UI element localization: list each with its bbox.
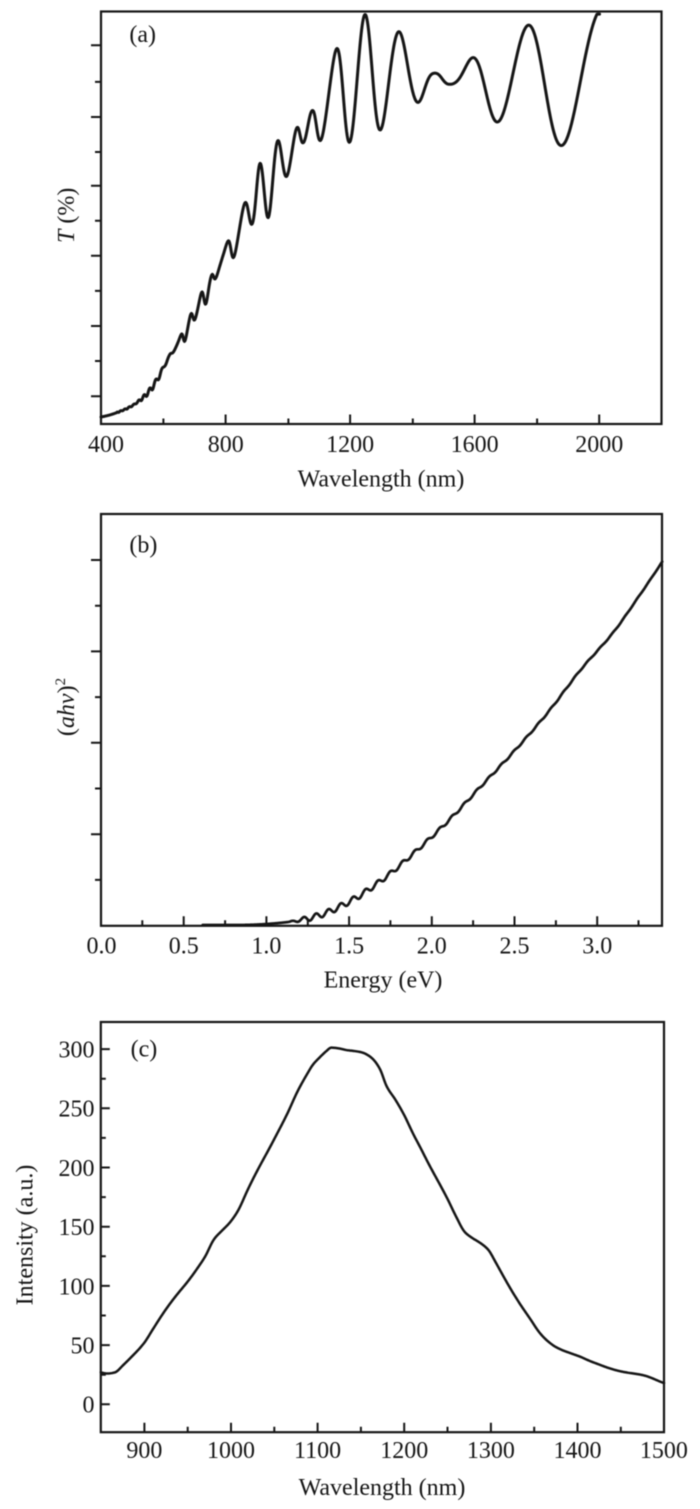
svg-text:0.0: 0.0 [87, 934, 117, 960]
svg-text:(a): (a) [129, 22, 156, 48]
svg-text:2000: 2000 [575, 432, 623, 458]
svg-text:1500: 1500 [640, 1438, 688, 1464]
svg-text:2.5: 2.5 [500, 934, 530, 960]
svg-text:Energy (eV): Energy (eV) [324, 968, 443, 994]
svg-text:(ahv)2: (ahv)2 [53, 678, 80, 736]
svg-text:900: 900 [126, 1438, 162, 1464]
svg-text:1.0: 1.0 [251, 934, 281, 960]
svg-text:300: 300 [59, 1038, 95, 1064]
svg-text:(b): (b) [129, 533, 157, 559]
svg-text:0.5: 0.5 [169, 934, 199, 960]
svg-text:50: 50 [71, 1334, 95, 1360]
svg-text:1.5: 1.5 [334, 934, 364, 960]
svg-text:800: 800 [208, 432, 244, 458]
svg-text:1100: 1100 [294, 1438, 341, 1464]
svg-text:1600: 1600 [451, 432, 499, 458]
svg-text:0: 0 [83, 1393, 95, 1419]
svg-text:2.0: 2.0 [417, 934, 447, 960]
svg-text:(c): (c) [131, 1036, 158, 1062]
svg-text:3.0: 3.0 [582, 934, 612, 960]
svg-text:1400: 1400 [554, 1438, 602, 1464]
svg-text:1300: 1300 [467, 1438, 515, 1464]
svg-text:Intensity (a.u.): Intensity (a.u.) [13, 1165, 39, 1306]
svg-text:Wavelength (nm): Wavelength (nm) [298, 467, 465, 493]
svg-text:150: 150 [59, 1215, 95, 1241]
svg-text:100: 100 [59, 1274, 95, 1300]
svg-text:250: 250 [59, 1097, 95, 1123]
svg-text:400: 400 [88, 432, 124, 458]
svg-text:1200: 1200 [380, 1438, 428, 1464]
svg-text:Wavelength (nm): Wavelength (nm) [299, 1475, 466, 1501]
svg-text:T (%): T (%) [54, 188, 80, 243]
svg-text:1000: 1000 [207, 1438, 255, 1464]
svg-text:200: 200 [59, 1156, 95, 1182]
svg-text:1200: 1200 [326, 432, 374, 458]
